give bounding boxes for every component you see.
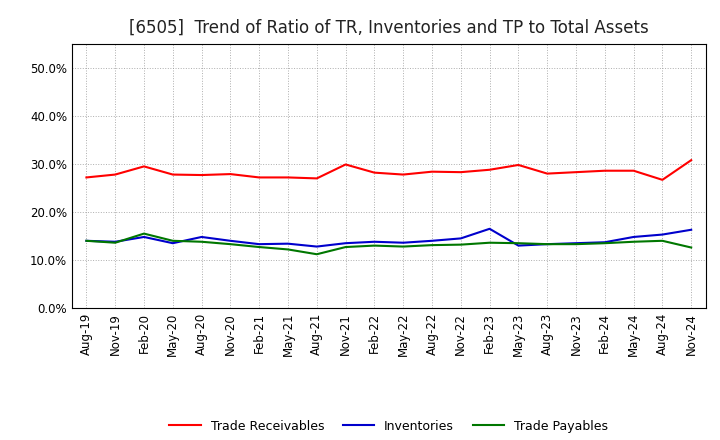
Trade Receivables: [370, 170, 379, 175]
Inventories: [197, 235, 206, 240]
Trade Payables: [456, 242, 465, 247]
Inventories: [226, 238, 235, 243]
Trade Receivables: [341, 162, 350, 167]
Trade Receivables: [111, 172, 120, 177]
Inventories: [658, 232, 667, 237]
Trade Receivables: [284, 175, 292, 180]
Trade Payables: [197, 239, 206, 244]
Inventories: [600, 240, 609, 245]
Trade Payables: [428, 242, 436, 248]
Trade Payables: [600, 241, 609, 246]
Trade Payables: [658, 238, 667, 243]
Trade Receivables: [168, 172, 177, 177]
Inventories: [485, 226, 494, 231]
Trade Receivables: [687, 158, 696, 163]
Inventories: [687, 227, 696, 232]
Trade Payables: [543, 242, 552, 247]
Inventories: [572, 241, 580, 246]
Inventories: [255, 242, 264, 247]
Inventories: [140, 235, 148, 240]
Trade Receivables: [658, 177, 667, 183]
Trade Payables: [226, 242, 235, 247]
Inventories: [399, 240, 408, 246]
Inventories: [284, 241, 292, 246]
Inventories: [341, 241, 350, 246]
Inventories: [543, 242, 552, 247]
Trade Payables: [284, 247, 292, 252]
Line: Trade Payables: Trade Payables: [86, 234, 691, 254]
Inventories: [82, 238, 91, 243]
Inventories: [111, 239, 120, 244]
Trade Receivables: [312, 176, 321, 181]
Trade Payables: [82, 238, 91, 243]
Trade Receivables: [255, 175, 264, 180]
Trade Receivables: [197, 172, 206, 178]
Inventories: [456, 236, 465, 241]
Trade Payables: [629, 239, 638, 244]
Inventories: [370, 239, 379, 244]
Trade Receivables: [456, 169, 465, 175]
Trade Receivables: [485, 167, 494, 172]
Inventories: [312, 244, 321, 249]
Trade Receivables: [399, 172, 408, 177]
Trade Payables: [312, 252, 321, 257]
Title: [6505]  Trend of Ratio of TR, Inventories and TP to Total Assets: [6505] Trend of Ratio of TR, Inventories…: [129, 19, 649, 37]
Trade Payables: [514, 241, 523, 246]
Trade Payables: [687, 245, 696, 250]
Inventories: [514, 243, 523, 248]
Trade Payables: [341, 244, 350, 249]
Trade Payables: [370, 243, 379, 248]
Trade Payables: [168, 238, 177, 243]
Trade Receivables: [428, 169, 436, 174]
Trade Receivables: [629, 168, 638, 173]
Line: Inventories: Inventories: [86, 229, 691, 246]
Inventories: [629, 235, 638, 240]
Legend: Trade Receivables, Inventories, Trade Payables: Trade Receivables, Inventories, Trade Pa…: [164, 414, 613, 437]
Trade Payables: [255, 244, 264, 249]
Trade Payables: [572, 242, 580, 247]
Trade Receivables: [140, 164, 148, 169]
Line: Trade Receivables: Trade Receivables: [86, 160, 691, 180]
Trade Payables: [111, 240, 120, 246]
Trade Receivables: [600, 168, 609, 173]
Trade Payables: [399, 244, 408, 249]
Trade Receivables: [226, 172, 235, 177]
Trade Payables: [485, 240, 494, 246]
Trade Receivables: [543, 171, 552, 176]
Trade Payables: [140, 231, 148, 236]
Trade Receivables: [82, 175, 91, 180]
Inventories: [428, 238, 436, 243]
Trade Receivables: [514, 162, 523, 168]
Inventories: [168, 241, 177, 246]
Trade Receivables: [572, 169, 580, 175]
